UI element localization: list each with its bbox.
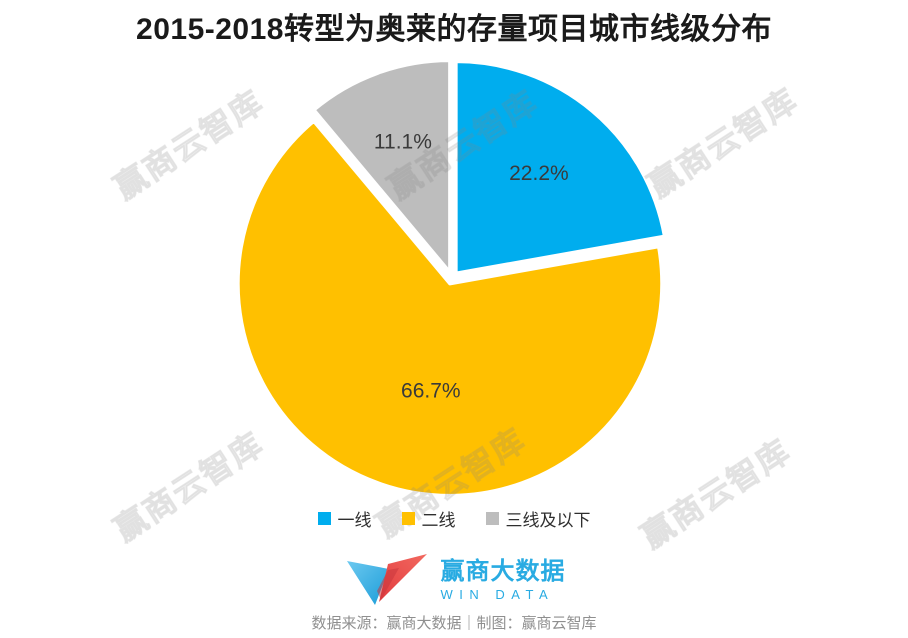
pie-slice-value-label: 22.2%	[509, 162, 569, 185]
legend-item-一线: 一线	[317, 506, 372, 531]
legend-swatch	[401, 511, 415, 525]
chart-legend: 一线 二线 三线及以下	[0, 505, 908, 531]
data-source-line: 数据来源：赢商大数据｜制图：赢商云智库	[311, 615, 597, 632]
chart-title: 2015-2018转型为奥莱的存量项目城市线级分布	[136, 13, 772, 46]
pie-slice-value-label: 66.7%	[401, 380, 461, 403]
pie-slice-三线及以下	[312, 58, 452, 275]
win-data-logo-icon	[346, 554, 427, 605]
pie-slice-二线	[236, 119, 664, 498]
logo-name-en: WIN DATA	[440, 586, 555, 602]
legend-item-三线及以下: 三线及以下	[485, 506, 591, 531]
logo-text-block: 赢商大数据 WIN DATA	[441, 558, 566, 603]
legend-label: 一线	[337, 510, 372, 530]
legend-item-二线: 二线	[401, 506, 456, 531]
legend-label: 三线及以下	[505, 510, 591, 530]
pie-slice-value-label: 11.1%	[374, 130, 432, 153]
logo-name-cn: 赢商大数据	[440, 557, 566, 585]
brand-logo: 赢商大数据 WIN DATA	[0, 549, 908, 611]
legend-swatch	[485, 511, 499, 525]
legend-swatch	[317, 511, 331, 525]
pie-slice-一线	[454, 59, 667, 276]
legend-label: 二线	[421, 510, 456, 530]
